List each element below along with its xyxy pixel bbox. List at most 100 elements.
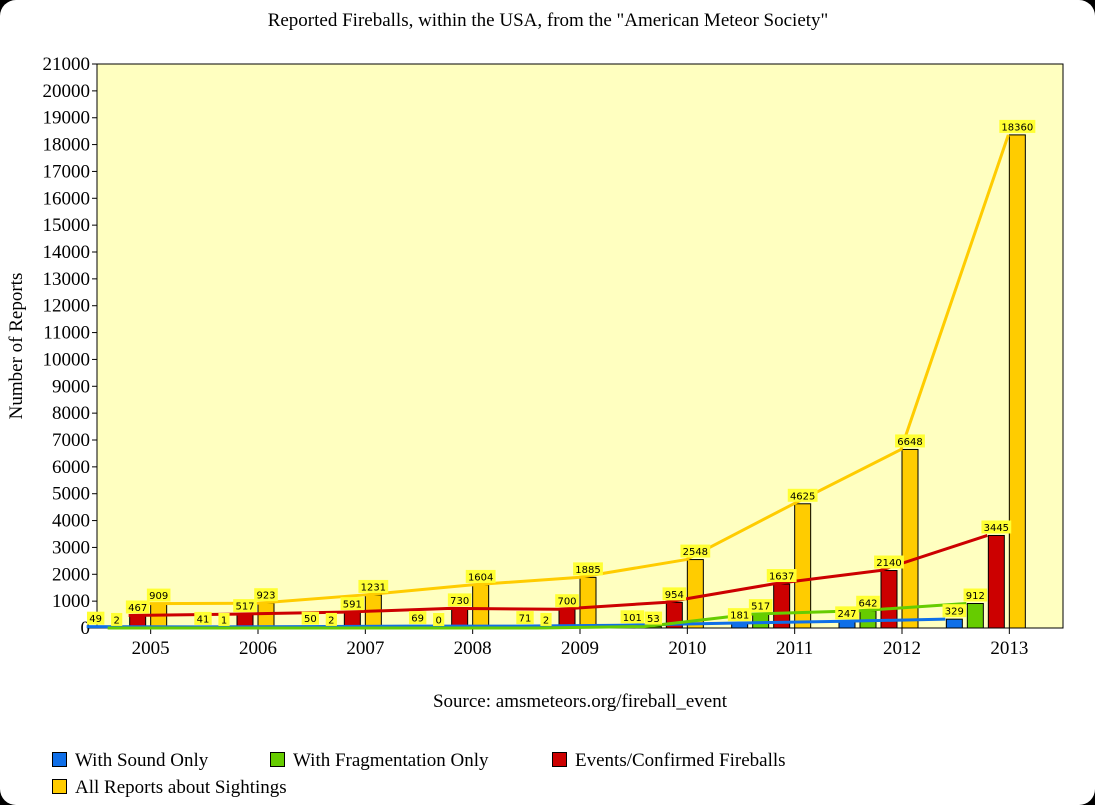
data-label-bg xyxy=(555,594,579,608)
y-tick-label: 3000 xyxy=(52,537,90,558)
trend-lines xyxy=(86,134,1010,630)
data-label-bg xyxy=(644,611,663,625)
data-label: 700 xyxy=(557,597,576,608)
bar xyxy=(1008,134,1026,629)
x-tick-label: 2010 xyxy=(668,638,706,659)
trend-line xyxy=(107,602,967,630)
y-tick-label: 20000 xyxy=(43,81,91,102)
data-label-bg xyxy=(540,612,552,626)
data-label-bg xyxy=(358,579,389,593)
data-label-bg xyxy=(254,588,278,602)
data-label: 1231 xyxy=(361,582,386,593)
y-axis-label: Number of Reports xyxy=(6,273,27,420)
data-labels: 49 41 50 69 71 101 181 247 329 2 1 2 0 2 53 517 642 912 46… xyxy=(86,119,1036,627)
data-label: 247 xyxy=(837,609,856,620)
legend-item-fragmentation[interactable]: With Fragmentation Only xyxy=(270,750,489,772)
y-tick-label: 19000 xyxy=(43,108,91,129)
legend-swatch-sightings xyxy=(52,779,67,794)
data-label: 50 xyxy=(304,614,317,625)
legend-label-sound: With Sound Only xyxy=(75,750,209,771)
legend-label-events: Events/Confirmed Fireballs xyxy=(575,750,786,771)
data-label: 923 xyxy=(256,591,275,602)
legend-item-sound[interactable]: With Sound Only xyxy=(52,750,208,772)
x-tick-label: 2009 xyxy=(561,638,599,659)
legend-label-fragmentation: With Fragmentation Only xyxy=(293,750,489,771)
y-tick-label: 12000 xyxy=(43,296,91,317)
y-tick-label: 13000 xyxy=(43,269,91,290)
data-label: 69 xyxy=(411,614,424,625)
data-label: 2 xyxy=(543,615,549,626)
data-label-bg xyxy=(680,544,711,558)
data-label-bg xyxy=(111,612,123,626)
data-label-bg xyxy=(766,569,797,583)
data-label: 467 xyxy=(128,603,147,614)
y-tick-label: 10000 xyxy=(43,349,91,370)
bars xyxy=(87,134,1026,629)
y-tick-label: 5000 xyxy=(52,484,90,505)
y-tick-label: 4000 xyxy=(52,511,90,532)
data-label: 730 xyxy=(450,596,469,607)
data-label: 1 xyxy=(221,615,227,626)
data-label-bg xyxy=(573,562,603,576)
bar xyxy=(987,534,1005,629)
y-axis: 0 1000 2000 3000 4000 5000 6000 7000 8000 9000 100… xyxy=(43,54,97,639)
data-label-bg xyxy=(433,613,445,626)
y-tick-label: 18000 xyxy=(43,135,91,156)
x-tick-label: 2013 xyxy=(990,638,1028,659)
data-label-bg xyxy=(620,610,645,624)
y-tick-label: 9000 xyxy=(52,376,90,397)
data-label-bg xyxy=(874,555,904,569)
legend-item-events[interactable]: Events/Confirmed Fireballs xyxy=(552,750,786,772)
data-label-bg xyxy=(218,612,230,626)
data-label: 71 xyxy=(519,614,532,625)
y-tick-label: 15000 xyxy=(43,215,91,236)
trend-line xyxy=(128,534,988,617)
data-label: 3445 xyxy=(984,523,1009,534)
data-label: 0 xyxy=(435,616,441,627)
data-label-bg xyxy=(465,569,496,583)
data-label-bg xyxy=(999,119,1036,133)
bar xyxy=(794,503,812,629)
x-tick-label: 2008 xyxy=(454,638,492,659)
data-label-bg xyxy=(447,593,472,607)
data-label-bg xyxy=(963,588,988,602)
bar xyxy=(901,448,919,629)
x-tick-label: 2005 xyxy=(132,638,170,659)
data-label-bg xyxy=(748,599,773,613)
source-note: Source: amsmeteors.org/fireball_event xyxy=(433,691,728,712)
bar xyxy=(945,618,963,629)
bar xyxy=(686,559,704,629)
y-tick-label: 0 xyxy=(81,618,91,639)
data-label-bg xyxy=(787,488,818,502)
data-label: 954 xyxy=(665,590,684,601)
data-label: 912 xyxy=(966,591,985,602)
data-label-bg xyxy=(942,604,967,618)
data-label-bg xyxy=(233,599,257,613)
data-label-bg xyxy=(895,434,925,448)
data-label-bg xyxy=(301,611,320,625)
data-label-bg xyxy=(340,597,365,611)
bar xyxy=(966,603,984,629)
y-tick-label: 7000 xyxy=(52,430,90,451)
data-label-bg xyxy=(662,587,687,601)
y-tick-label: 6000 xyxy=(52,457,90,478)
data-label: 1604 xyxy=(468,572,493,583)
data-label: 329 xyxy=(945,607,964,618)
y-tick-label: 21000 xyxy=(43,54,91,75)
y-tick-label: 17000 xyxy=(43,161,91,182)
data-label: 2 xyxy=(113,615,119,626)
x-tick-label: 2012 xyxy=(883,638,921,659)
data-label: 4625 xyxy=(790,491,815,502)
data-label: 181 xyxy=(730,611,749,622)
data-label-bg xyxy=(981,520,1012,534)
data-label: 517 xyxy=(751,602,770,613)
y-tick-label: 2000 xyxy=(52,564,90,585)
legend-item-sightings[interactable]: All Reports about Sightings xyxy=(52,777,287,799)
data-label: 642 xyxy=(858,598,877,609)
data-label: 2 xyxy=(328,615,334,626)
data-label-bg xyxy=(325,612,337,626)
data-label-bg xyxy=(856,595,880,609)
data-label-bg xyxy=(835,606,859,620)
